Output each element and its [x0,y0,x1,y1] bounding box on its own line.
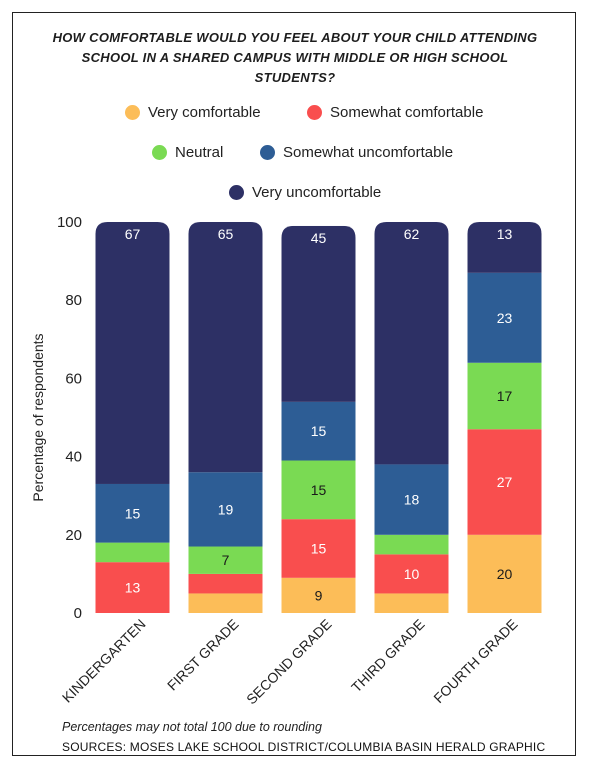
legend-swatch [125,104,140,120]
legend-label: Very uncomfortable [252,183,382,201]
y-tick-label: 60 [65,370,82,387]
bar-segment-somewhat-comfortable [188,573,263,594]
data-label: 10 [404,566,420,582]
data-label: 7 [222,552,230,568]
legend-swatch [307,104,322,120]
bar-segment-neutral [467,362,542,430]
bar-segment-somewhat-uncomfortable [95,483,170,543]
bar-segment-somewhat-uncomfortable [188,472,263,547]
legend-item-very-comfortable: Very comfortable [125,102,261,122]
data-label: 13 [125,580,141,596]
bar-segment-very-uncomfortable [95,222,170,484]
y-axis-title: Percentage of respondents [30,333,46,501]
bar-segment-very-uncomfortable [188,222,263,473]
legend-item-somewhat-uncomfortable: Somewhat uncomfortable [260,142,453,162]
bar-segment-somewhat-comfortable [95,562,170,613]
y-tick-label: 20 [65,527,82,544]
sources-credit: SOURCES: MOSES LAKE SCHOOL DISTRICT/COLU… [62,740,546,754]
bar-segment-very-comfortable [467,534,542,613]
legend-item-neutral: Neutral [152,142,223,162]
footnote: Percentages may not total 100 due to rou… [62,720,322,734]
x-tick-label: FIRST GRADE [164,616,242,694]
data-label: 23 [497,310,513,326]
chart-title: HOW COMFORTABLE WOULD YOU FEEL ABOUT YOU… [52,30,538,85]
data-label: 17 [497,388,513,404]
legend-item-somewhat-comfortable: Somewhat comfortable [307,102,483,122]
data-label: 9 [315,587,323,603]
bar-segment-neutral [95,542,170,563]
data-label: 20 [497,566,513,582]
bar-segment-somewhat-comfortable [281,519,356,578]
bar-fourth-grade [467,222,542,613]
data-label: 15 [125,505,141,521]
data-label: 15 [311,423,327,439]
legend-label: Somewhat comfortable [330,103,484,121]
y-tick-label: 40 [65,449,82,466]
bar-segment-somewhat-comfortable [374,554,449,594]
data-label: 65 [218,226,234,242]
bar-segment-very-comfortable [281,577,356,613]
bar-segment-somewhat-comfortable [467,429,542,535]
data-label: 18 [404,492,420,508]
y-tick-label: 0 [74,605,82,622]
data-label: 45 [311,230,327,246]
x-tick-label: THIRD GRADE [348,616,428,696]
legend-label: Neutral [175,143,224,161]
bar-segment-very-uncomfortable [374,222,449,465]
data-label: 27 [497,474,513,490]
data-label: 15 [311,482,327,498]
bar-segment-somewhat-uncomfortable [281,401,356,461]
bar-segment-somewhat-uncomfortable [374,464,449,535]
legend-item-very-uncomfortable: Very uncomfortable [229,182,381,202]
bar-first-grade [188,222,263,613]
bar-segment-neutral [281,460,356,520]
x-tick-label: KINDERGARTEN [59,616,149,706]
y-tick-label: 100 [57,214,82,231]
legend-swatch [229,184,244,200]
bar-segment-neutral [188,546,263,574]
x-tick-label: SECOND GRADE [243,616,335,708]
bar-kindergarten [95,222,170,613]
legend-label: Very comfortable [148,103,261,121]
bar-segment-very-comfortable [188,593,263,613]
x-tick-label: FOURTH GRADE [430,616,520,706]
bar-segment-somewhat-uncomfortable [467,272,542,363]
legend-swatch [260,144,275,160]
data-label: 67 [125,226,141,242]
bar-third-grade [374,222,449,613]
bar-segment-very-comfortable [374,593,449,613]
legend-label: Somewhat uncomfortable [283,143,454,161]
data-label: 19 [218,501,234,517]
bar-segment-neutral [374,534,449,555]
bar-second-grade [281,225,356,613]
data-label: 15 [311,540,327,556]
bar-segment-very-uncomfortable [281,225,356,402]
bar-segment-very-uncomfortable [467,222,542,273]
y-tick-label: 80 [65,292,82,309]
data-label: 13 [497,226,513,242]
legend-swatch [152,144,167,160]
data-label: 62 [404,226,420,242]
